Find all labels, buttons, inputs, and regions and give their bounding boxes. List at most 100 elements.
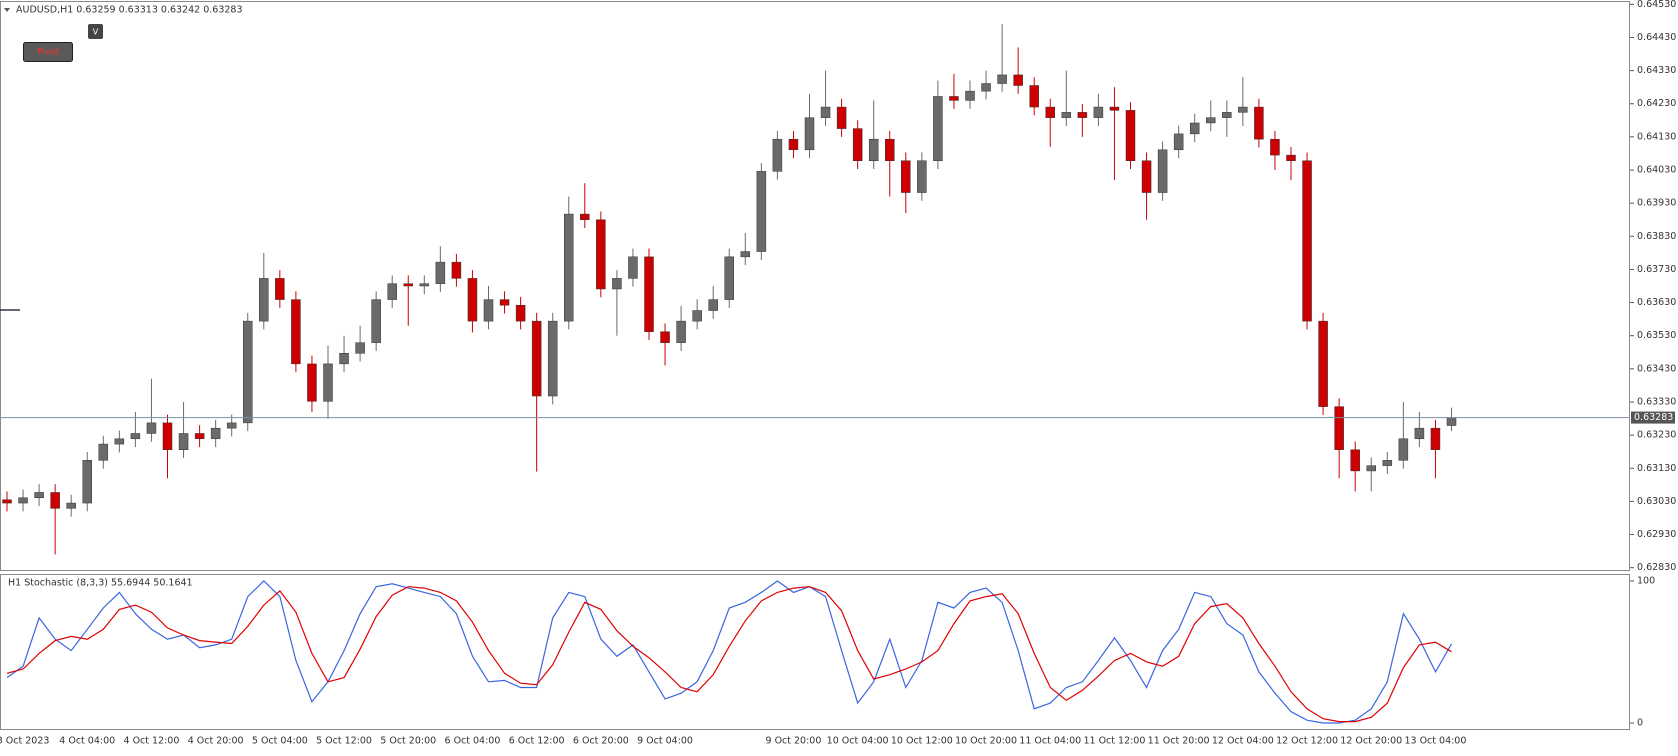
x-tick-label: 4 Oct 04:00	[59, 736, 115, 747]
symbol-header: AUDUSD,H1 0.63259 0.63313 0.63242 0.6328…	[16, 5, 243, 16]
pivot-label: Pivot	[37, 48, 60, 58]
candle-body	[515, 304, 526, 322]
current-price-label: 0.63283	[1634, 412, 1673, 423]
main-panel	[0, 1, 1630, 571]
y-tick-label: 0.64130	[1637, 131, 1676, 142]
candle-body	[933, 96, 943, 161]
candle-body	[692, 310, 702, 322]
candle-body	[467, 278, 478, 322]
candle-body	[355, 342, 365, 354]
x-tick-label: 9 Oct 04:00	[637, 736, 693, 747]
candle-body	[981, 83, 991, 92]
x-tick-label: 6 Oct 20:00	[573, 736, 629, 747]
candle-body	[580, 213, 590, 220]
candle-body	[178, 433, 189, 450]
x-tick-label: 6 Oct 04:00	[445, 736, 501, 747]
candle-body	[291, 299, 301, 365]
x-tick-label: 5 Oct 04:00	[252, 736, 308, 747]
menu-arrow[interactable]	[4, 8, 10, 12]
candle-body	[339, 353, 349, 365]
y-tick-label: 0.63130	[1637, 463, 1676, 474]
y-tick-label: 0.63330	[1637, 396, 1676, 407]
candle-body	[1206, 117, 1216, 124]
candle-body	[1125, 110, 1136, 161]
candle-body	[403, 283, 413, 287]
candle-body	[836, 106, 847, 129]
x-tick-label: 10 Oct 04:00	[827, 736, 889, 747]
candle-body	[868, 138, 879, 161]
candle-body	[18, 497, 28, 504]
current-price-box	[1631, 411, 1675, 424]
y-tick-label: 0.63930	[1637, 198, 1676, 209]
y-tick-label: 0.63030	[1637, 496, 1676, 507]
candle-body	[1061, 112, 1072, 118]
candle-body	[788, 138, 799, 151]
y-tick-label: 0.63630	[1637, 297, 1676, 308]
candle-body	[708, 299, 718, 311]
candle-body	[483, 299, 494, 322]
candle-body	[451, 261, 462, 279]
x-tick-label: 10 Oct 20:00	[955, 736, 1017, 747]
candle-body	[564, 213, 574, 322]
candle-body	[772, 138, 783, 172]
candle-body	[531, 320, 542, 397]
candle-body	[1173, 133, 1184, 151]
y-tick-label: 0.64330	[1637, 65, 1676, 76]
y-tick-label: 0.64430	[1637, 32, 1676, 43]
candle-body	[804, 117, 815, 151]
candle-body	[259, 278, 269, 322]
x-tick-label: 5 Oct 12:00	[316, 736, 372, 747]
stochastic-title: H1 Stochastic (8,3,3) 55.6944 50.1641	[8, 578, 193, 589]
candle-body	[146, 422, 157, 434]
candle-body	[1157, 149, 1168, 193]
candle-body	[114, 438, 125, 445]
x-tick-label: 4 Oct 20:00	[188, 736, 244, 747]
candle-body	[34, 492, 44, 499]
toggle-button[interactable]	[88, 24, 103, 39]
candle-body	[997, 74, 1007, 84]
candle-body	[307, 363, 317, 402]
candle-body	[1350, 449, 1360, 472]
x-tick-label: 13 Oct 04:00	[1404, 736, 1466, 747]
y-tick-label: 0.64530	[1637, 0, 1676, 10]
candle-body	[901, 160, 911, 193]
toggle-label: V	[93, 28, 99, 37]
y-tick-label: 0.63530	[1637, 330, 1676, 341]
y-tick-label: 0.63430	[1637, 363, 1676, 374]
candle-body	[1318, 320, 1328, 407]
y-tick-label: 100	[1637, 576, 1655, 587]
x-tick-label: 3 Oct 2023	[0, 736, 49, 747]
candle-body	[435, 261, 446, 284]
candle-body	[1286, 154, 1296, 161]
candle-body	[724, 256, 734, 300]
candle-body	[50, 492, 60, 509]
y-tick-label: 0.62930	[1637, 529, 1676, 540]
candle-body	[949, 96, 959, 101]
x-tick-label: 12 Oct 20:00	[1340, 736, 1402, 747]
candle-body	[210, 427, 221, 440]
candle-body	[1077, 112, 1088, 118]
candle-body	[1093, 106, 1104, 118]
candle-body	[419, 283, 430, 287]
candle-body	[852, 128, 863, 161]
x-tick-label: 4 Oct 12:00	[124, 736, 180, 747]
candle-body	[66, 502, 76, 509]
candle-body	[1366, 465, 1376, 472]
candle-body	[756, 171, 767, 252]
candle-body	[499, 299, 510, 306]
pivot-button[interactable]	[23, 42, 73, 62]
candle-body	[1189, 122, 1200, 135]
candle-body	[612, 278, 622, 290]
candle-body	[275, 278, 285, 300]
candle-body	[1382, 460, 1393, 466]
candle-body	[82, 460, 92, 504]
y-tick-label: 0.63830	[1637, 231, 1676, 242]
candle-body	[660, 331, 670, 343]
candle-body	[1238, 106, 1248, 113]
x-tick-label: 5 Oct 20:00	[380, 736, 436, 747]
candle-body	[1045, 106, 1055, 118]
candle-body	[243, 320, 253, 424]
y-tick-label: 0.62830	[1637, 562, 1676, 573]
candle-body	[194, 433, 205, 440]
